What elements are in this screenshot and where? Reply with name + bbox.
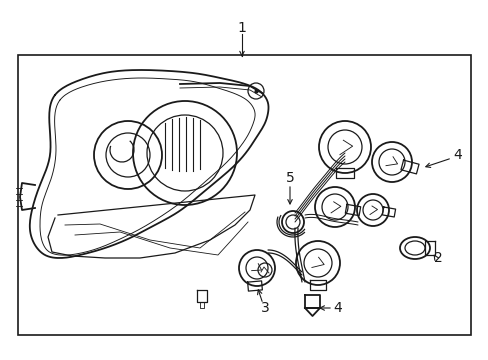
Text: 3: 3	[260, 301, 269, 315]
Bar	[18, 55, 470, 335]
Text: 4: 4	[333, 301, 342, 315]
Text: 2: 2	[433, 251, 442, 265]
Text: 4: 4	[453, 148, 462, 162]
Text: 5: 5	[285, 171, 294, 185]
Text: 1: 1	[237, 21, 246, 35]
